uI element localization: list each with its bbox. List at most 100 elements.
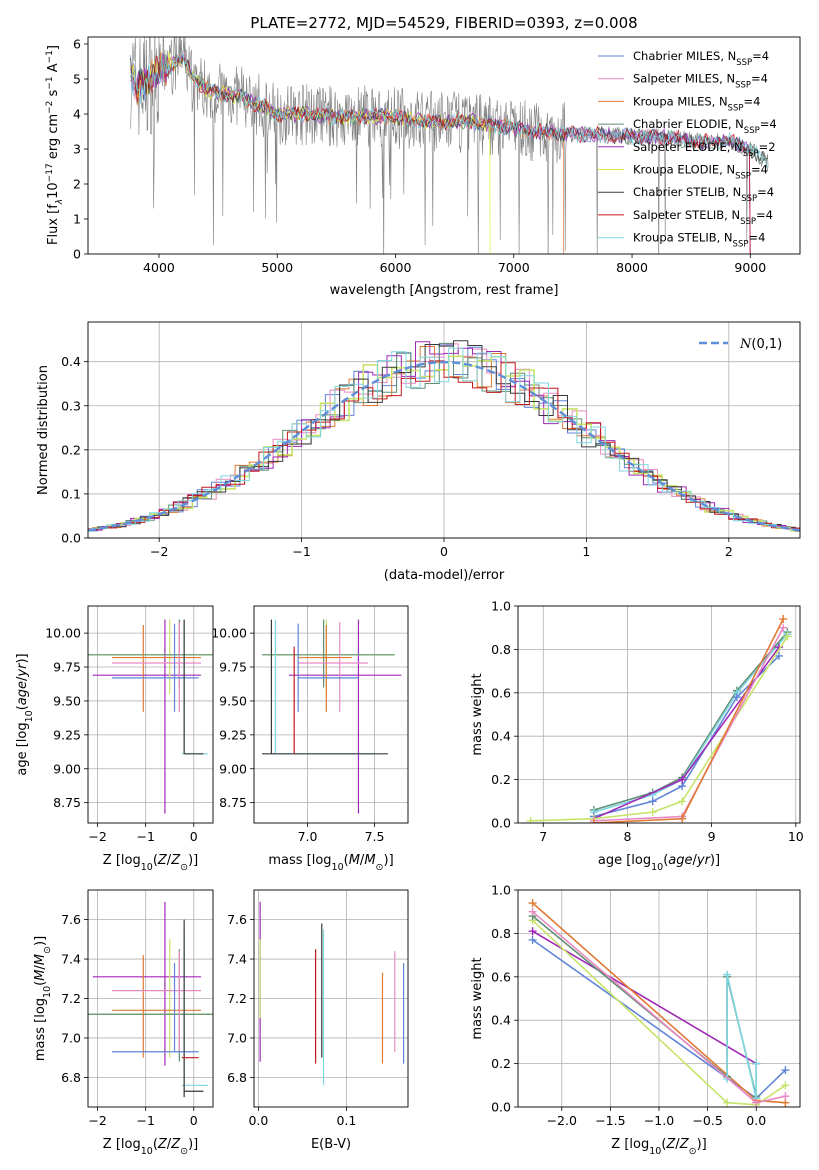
legend-entry: Salpeter ELODIE, NSSP=2 xyxy=(633,140,776,159)
residual-histogram xyxy=(88,347,800,532)
x-tick-label: −1.0 xyxy=(644,1113,674,1128)
model-fit-line xyxy=(130,51,564,254)
y-tick-label: 0.2 xyxy=(491,772,511,787)
legend: N(0,1) xyxy=(699,337,782,352)
weight-marker xyxy=(526,816,535,823)
y-axis-label: mass [log10(M/M⊙)] xyxy=(33,936,53,1061)
weight-marker xyxy=(678,775,687,784)
x-tick-label: −2.0 xyxy=(547,1113,577,1128)
y-tick-label: 8.75 xyxy=(219,795,247,810)
grid xyxy=(518,889,800,1108)
y-tick-label: 6.8 xyxy=(227,1070,247,1085)
weight-marker xyxy=(528,935,537,944)
legend-entry: Chabrier ELODIE, NSSP=4 xyxy=(633,117,777,136)
y-tick-label: 9.75 xyxy=(53,660,81,675)
panel-residual-hist: −2 −1 0 1 2 0.0 0.1 0.2 0.3 0.4 xyxy=(61,321,801,559)
plot-area xyxy=(88,340,800,533)
x-tick-label: 1 xyxy=(582,544,590,559)
y-tick-label: 9.25 xyxy=(219,727,247,742)
x-axis-label: Z [log10(Z/Z⊙)] xyxy=(611,1137,706,1157)
y-tick-label: 9.25 xyxy=(53,727,81,742)
y-tick-label: 9.50 xyxy=(53,693,81,708)
x-tick-label: −0.5 xyxy=(692,1113,722,1128)
axes-frame xyxy=(253,605,409,824)
x-tick-label: −1 xyxy=(136,1113,154,1128)
y-tick-label: 9.50 xyxy=(219,693,247,708)
weight-marker xyxy=(781,1066,790,1075)
weight-marker xyxy=(783,632,792,641)
legend: Chabrier MILES, NSSP=4 Salpeter MILES, NS… xyxy=(598,49,777,250)
panel-mass-vs-ebv: 0.0 0.1 6.8 7.0 7.2 7.4 7.6 xyxy=(227,889,409,1128)
y-tick-label: 0.4 xyxy=(491,729,511,744)
axes-frame xyxy=(87,605,214,824)
axes: 7.0 7.5 8.75 9.00 9.25 9.50 9.75 10.00 xyxy=(211,605,409,844)
y-axis-label: mass weight xyxy=(470,957,485,1039)
weight-line xyxy=(530,635,789,822)
y-tick-label: 4 xyxy=(73,107,81,122)
y-tick-label: 0.8 xyxy=(491,642,511,657)
x-tick-label: 9000 xyxy=(734,260,766,275)
weight-marker xyxy=(528,899,537,908)
x-tick-label: 5000 xyxy=(261,260,293,275)
y-tick-label: 7.2 xyxy=(61,991,81,1006)
x-tick-label: −1 xyxy=(136,829,154,844)
axes-frame xyxy=(87,889,214,1108)
gaussian-curve xyxy=(88,360,800,532)
y-axis-label: Flux [fλ10−17 erg cm−2 s−1 A−1] xyxy=(45,45,65,245)
x-axis-label: mass [log10(M/M⊙)] xyxy=(268,853,393,873)
x-axis-label: wavelength [Angstrom, rest frame] xyxy=(330,283,559,298)
plot-area xyxy=(130,37,769,254)
y-tick-label: 10.00 xyxy=(45,626,81,641)
y-tick-label: 6.8 xyxy=(61,1070,81,1085)
x-tick-label: 2 xyxy=(725,544,733,559)
legend-entry: Salpeter MILES, NSSP=4 xyxy=(633,72,768,91)
x-tick-label: 0.0 xyxy=(248,1113,268,1128)
legend-entry: Chabrier MILES, NSSP=4 xyxy=(633,49,769,68)
x-tick-label: 0 xyxy=(190,829,198,844)
weight-marker xyxy=(779,615,788,624)
y-tick-label: 9.00 xyxy=(219,761,247,776)
x-tick-label: 4000 xyxy=(143,260,175,275)
x-tick-label: 8000 xyxy=(616,260,648,275)
y-tick-label: 0.3 xyxy=(61,398,81,413)
y-tick-label: 3 xyxy=(73,142,81,157)
x-tick-label: −1.5 xyxy=(595,1113,625,1128)
y-axis-label: mass weight xyxy=(470,673,485,755)
y-tick-label: 7.4 xyxy=(61,952,81,967)
grid xyxy=(254,606,408,823)
y-tick-label: 1 xyxy=(73,212,81,227)
weight-line xyxy=(593,631,789,811)
grid xyxy=(88,606,213,823)
y-tick-label: 7.0 xyxy=(227,1030,247,1045)
y-axis-label: Normed distribution xyxy=(36,365,51,495)
x-tick-label: 0.0 xyxy=(746,1113,766,1128)
y-tick-label: 0.2 xyxy=(61,442,81,457)
grid xyxy=(254,890,408,1107)
axes-frame xyxy=(517,605,801,824)
panel-weight-vs-z: −2.0 −1.5 −1.0 −0.5 0.0 0.0 0.2 0.4 0.6 0.8 1.0 xyxy=(491,883,801,1128)
panel-weight-vs-age: 7 8 9 10 0.0 0.2 0.4 0.6 0.8 1.0 xyxy=(491,599,804,845)
axes-frame xyxy=(253,889,409,1108)
model-fit-line xyxy=(130,51,491,254)
y-tick-label: 0 xyxy=(73,247,81,262)
y-tick-label: 0.0 xyxy=(491,1100,511,1115)
y-tick-label: 1.0 xyxy=(491,883,511,898)
model-fit-line xyxy=(130,50,768,168)
x-tick-label: 7000 xyxy=(498,260,530,275)
x-tick-label: 7.0 xyxy=(298,829,318,844)
axes-frame xyxy=(517,889,801,1108)
y-tick-label: 7.6 xyxy=(227,912,247,927)
weight-marker xyxy=(752,1059,761,1068)
weight-line xyxy=(726,974,758,1099)
axes: −2 −1 0 6.8 7.0 7.2 7.4 7.6 xyxy=(61,889,214,1128)
weight-marker xyxy=(678,814,687,823)
y-tick-label: 0.0 xyxy=(61,531,81,546)
axes: −2 −1 0 1 2 0.0 0.1 0.2 0.3 0.4 xyxy=(61,321,801,559)
weight-marker xyxy=(723,970,732,979)
x-tick-label: −2 xyxy=(150,544,168,559)
x-tick-label: −2 xyxy=(88,829,106,844)
plot-area xyxy=(262,619,402,814)
y-tick-label: 7.2 xyxy=(227,991,247,1006)
legend-entry: Kroupa STELIB, NSSP=4 xyxy=(633,231,765,250)
